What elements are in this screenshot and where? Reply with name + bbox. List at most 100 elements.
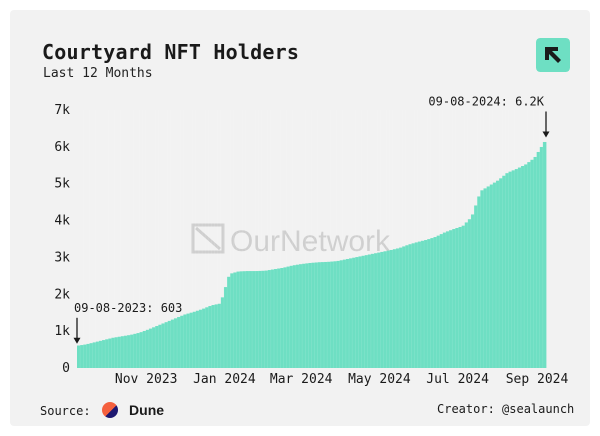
bar bbox=[339, 260, 344, 368]
x-tick-label: Nov 2023 bbox=[115, 372, 178, 387]
bar bbox=[392, 249, 397, 368]
annotations: 09-08-2023: 603 09-08-2024: 6.2K bbox=[73, 95, 550, 344]
bar bbox=[449, 230, 453, 368]
bar bbox=[383, 251, 387, 368]
y-tick-label: 7k bbox=[54, 103, 70, 118]
bar bbox=[130, 334, 134, 368]
bar bbox=[189, 312, 194, 368]
y-tick-label: 3k bbox=[54, 250, 70, 265]
bar bbox=[402, 246, 406, 368]
bar bbox=[227, 276, 231, 368]
bar bbox=[358, 256, 362, 368]
bar bbox=[180, 315, 184, 368]
bar bbox=[233, 272, 237, 368]
bar bbox=[245, 271, 250, 368]
bar bbox=[430, 238, 434, 368]
bar bbox=[142, 330, 147, 368]
y-tick-label: 0 bbox=[62, 361, 70, 376]
bar bbox=[355, 257, 359, 368]
bar bbox=[399, 247, 403, 368]
bar bbox=[277, 268, 281, 368]
bar bbox=[302, 263, 306, 368]
bar bbox=[267, 270, 272, 368]
bar bbox=[186, 313, 190, 368]
bar bbox=[170, 319, 175, 368]
bar bbox=[161, 323, 165, 368]
bar bbox=[192, 311, 197, 368]
bar bbox=[95, 341, 100, 368]
bar bbox=[283, 267, 287, 368]
bar bbox=[252, 271, 256, 368]
bar bbox=[474, 205, 478, 368]
bar bbox=[527, 162, 531, 368]
bar bbox=[177, 317, 181, 368]
source-name: Dune bbox=[129, 402, 165, 418]
bar bbox=[80, 345, 84, 368]
bar bbox=[495, 180, 500, 368]
bar bbox=[308, 262, 312, 368]
bar bbox=[439, 234, 444, 368]
bar bbox=[264, 270, 269, 368]
bar bbox=[499, 178, 503, 368]
watermark: OurNetwork bbox=[191, 223, 391, 258]
x-tick-label: Mar 2024 bbox=[270, 372, 333, 387]
bar bbox=[83, 344, 87, 368]
dune-logo-icon bbox=[101, 402, 118, 418]
y-tick-label: 2k bbox=[54, 287, 70, 302]
bar bbox=[195, 310, 200, 368]
watermark-logo-icon bbox=[191, 223, 225, 254]
bar bbox=[236, 271, 240, 368]
bar bbox=[367, 254, 372, 368]
bar bbox=[330, 261, 334, 368]
bar bbox=[361, 255, 366, 368]
bar bbox=[248, 271, 253, 368]
annotation-arrowhead bbox=[542, 131, 550, 138]
bar bbox=[92, 342, 97, 368]
bar bbox=[167, 320, 172, 368]
bar bbox=[242, 271, 247, 368]
annotation-label: 09-08-2024: 6.2K bbox=[428, 95, 544, 109]
bar bbox=[117, 336, 122, 368]
bar bbox=[442, 232, 447, 368]
y-axis: 0 1k 2k 3k 4k 5k 6k 7k bbox=[54, 103, 70, 376]
bar bbox=[158, 324, 162, 368]
bar bbox=[145, 329, 150, 368]
creator-name: @sealaunch bbox=[502, 402, 575, 416]
bar bbox=[342, 259, 347, 368]
bar bbox=[255, 271, 259, 368]
x-tick-label: Sep 2024 bbox=[506, 372, 569, 387]
bar bbox=[349, 258, 353, 368]
bar bbox=[489, 184, 494, 368]
bar bbox=[208, 306, 212, 368]
bar bbox=[539, 146, 544, 368]
bar bbox=[239, 271, 244, 368]
annotation-arrowhead bbox=[73, 337, 81, 344]
bar bbox=[352, 257, 356, 368]
bar bbox=[417, 241, 422, 368]
bar bbox=[483, 188, 487, 368]
bar bbox=[467, 219, 472, 368]
bar bbox=[89, 343, 94, 368]
bar bbox=[324, 261, 328, 368]
bar bbox=[139, 332, 144, 368]
bar bbox=[280, 268, 284, 368]
bar bbox=[514, 169, 519, 368]
bar bbox=[148, 328, 153, 368]
bar bbox=[295, 264, 300, 368]
y-tick-label: 6k bbox=[54, 140, 70, 155]
bar bbox=[305, 263, 309, 368]
bar bbox=[205, 307, 209, 368]
x-axis: Nov 2023 Jan 2024 Mar 2024 May 2024 Jul 2024… bbox=[115, 372, 569, 387]
bar bbox=[320, 262, 325, 368]
bar bbox=[230, 273, 234, 368]
bar bbox=[77, 345, 81, 368]
bar bbox=[155, 326, 159, 368]
bar bbox=[411, 243, 416, 368]
bar bbox=[530, 159, 534, 368]
bar bbox=[152, 327, 156, 368]
bar bbox=[164, 322, 169, 368]
bar bbox=[286, 266, 291, 368]
bar bbox=[464, 222, 469, 368]
bar bbox=[311, 262, 316, 368]
